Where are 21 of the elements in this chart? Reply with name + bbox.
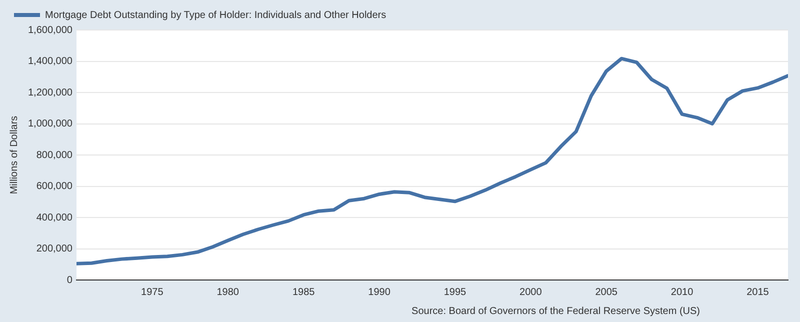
y-tick-label: 1,600,000: [28, 24, 73, 36]
y-tick-label: 400,000: [36, 212, 73, 224]
y-tick-label: 200,000: [36, 244, 73, 254]
x-tick-label: 2010: [670, 286, 694, 298]
x-tick-label: 1980: [216, 286, 240, 298]
x-tick-label: 1975: [141, 286, 164, 298]
y-tick-label: 1,000,000: [28, 118, 73, 130]
y-tick-label: 0: [66, 274, 73, 286]
legend-label: Mortgage Debt Outstanding by Type of Holder: Individuals and Other Holders: [45, 10, 386, 21]
source-note: Source: Board of Governors of the Federal Reserve System (US): [412, 306, 700, 317]
y-tick-label: 600,000: [36, 181, 73, 192]
x-tick-label: 2005: [595, 286, 618, 298]
y-tick-label: 1,400,000: [28, 56, 73, 67]
y-tick-label: 800,000: [36, 150, 73, 161]
y-tick-label: 1,200,000: [28, 87, 73, 98]
x-tick-label: 1995: [444, 286, 467, 298]
x-tick-label: 1990: [368, 286, 391, 298]
x-tick-label: 2015: [746, 286, 770, 298]
y-axis-title: Millions of Dollars: [8, 116, 20, 194]
x-tick-label: 2000: [520, 286, 542, 298]
x-tick-label: 1985: [292, 286, 316, 298]
